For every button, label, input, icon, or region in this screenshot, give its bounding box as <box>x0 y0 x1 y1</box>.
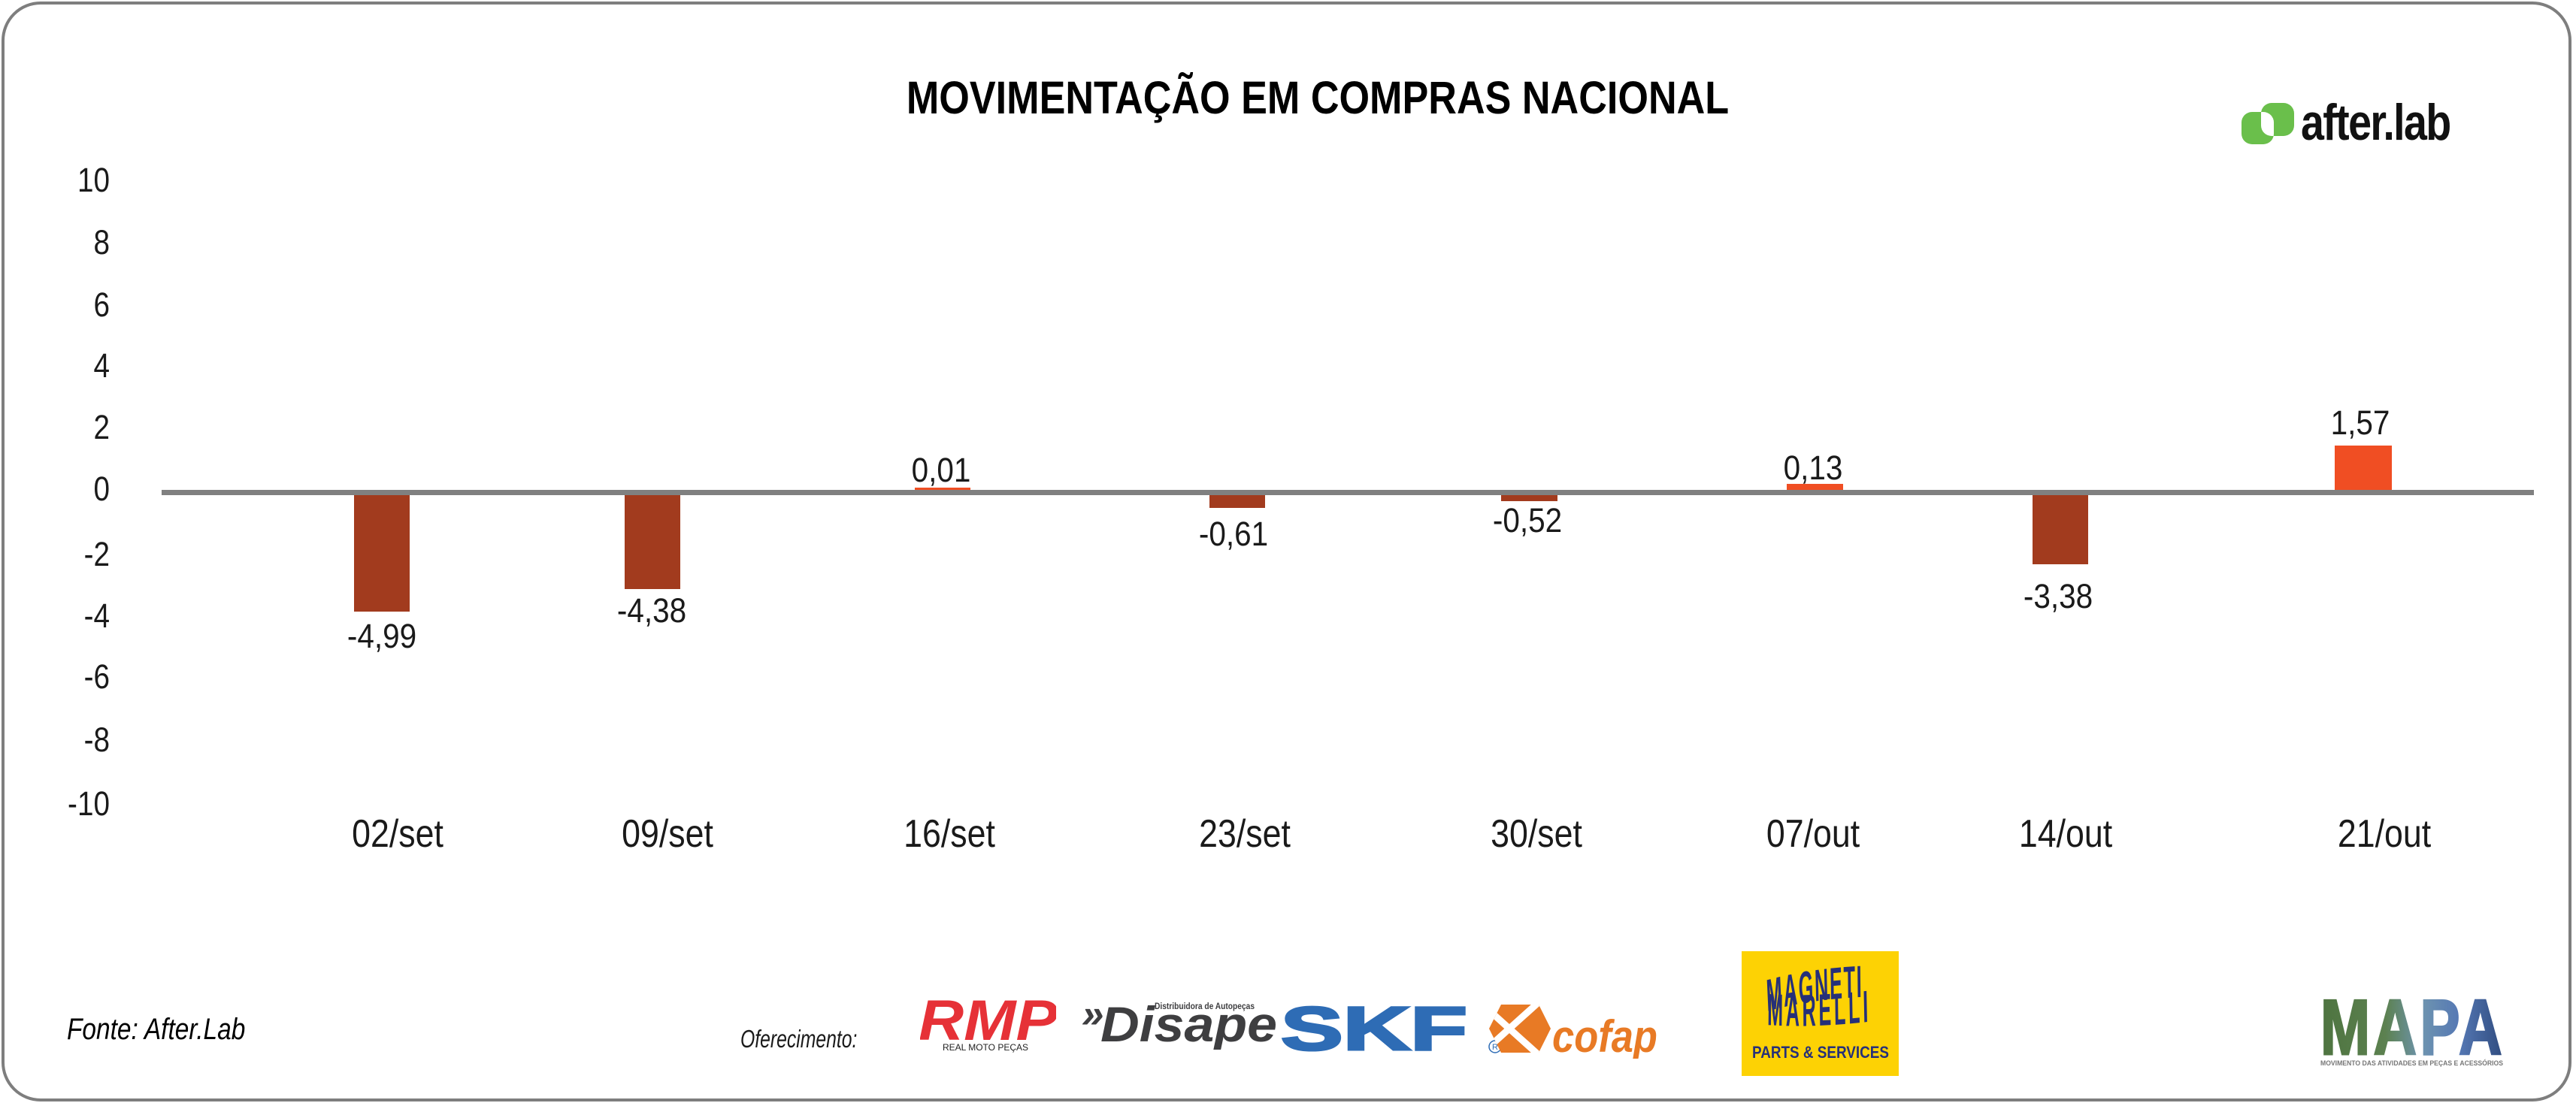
svg-text:MARELLI: MARELLI <box>1767 981 1872 1036</box>
svg-text:REAL MOTO PEÇAS: REAL MOTO PEÇAS <box>943 1042 1028 1053</box>
svg-text:R: R <box>1492 1043 1498 1052</box>
svg-text:»: » <box>1082 997 1103 1036</box>
svg-text:Distribuidora de Autopeças: Distribuidora de Autopeças <box>1155 1001 1255 1011</box>
svg-text:cofap: cofap <box>1552 1011 1657 1059</box>
svg-text:MAPA: MAPA <box>2320 993 2505 1068</box>
svg-text:RMP: RMP <box>920 997 1056 1053</box>
svg-text:SKF: SKF <box>1281 1004 1467 1053</box>
svg-text:MOVIMENTO DAS ATIVIDADES EM PE: MOVIMENTO DAS ATIVIDADES EM PEÇAS E ACES… <box>2320 1059 2503 1067</box>
svg-text:Disape: Disape <box>1100 997 1277 1050</box>
svg-text:PARTS & SERVICES: PARTS & SERVICES <box>1752 1043 1889 1062</box>
